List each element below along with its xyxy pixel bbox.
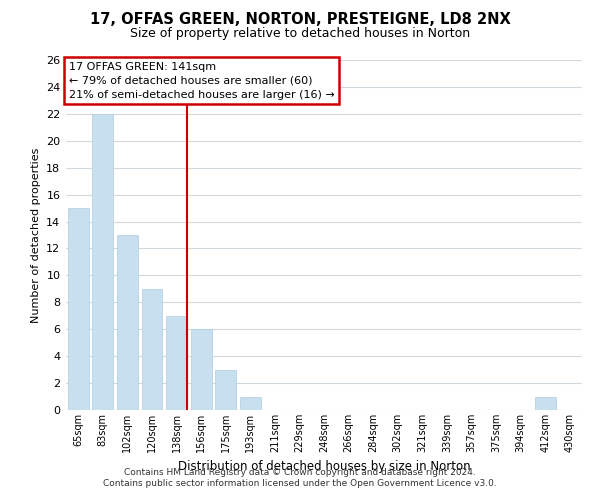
Text: Size of property relative to detached houses in Norton: Size of property relative to detached ho… (130, 28, 470, 40)
Y-axis label: Number of detached properties: Number of detached properties (31, 148, 41, 322)
Text: 17, OFFAS GREEN, NORTON, PRESTEIGNE, LD8 2NX: 17, OFFAS GREEN, NORTON, PRESTEIGNE, LD8… (89, 12, 511, 28)
Text: 17 OFFAS GREEN: 141sqm
← 79% of detached houses are smaller (60)
21% of semi-det: 17 OFFAS GREEN: 141sqm ← 79% of detached… (68, 62, 334, 100)
Bar (92, 114, 113, 410)
Bar (215, 370, 236, 410)
X-axis label: Distribution of detached houses by size in Norton: Distribution of detached houses by size … (178, 460, 470, 473)
Bar (191, 329, 212, 410)
Bar (142, 289, 163, 410)
Bar (240, 396, 261, 410)
Bar (166, 316, 187, 410)
Text: Contains HM Land Registry data © Crown copyright and database right 2024.
Contai: Contains HM Land Registry data © Crown c… (103, 468, 497, 487)
Bar (117, 235, 138, 410)
Bar (535, 396, 556, 410)
Bar (68, 208, 89, 410)
